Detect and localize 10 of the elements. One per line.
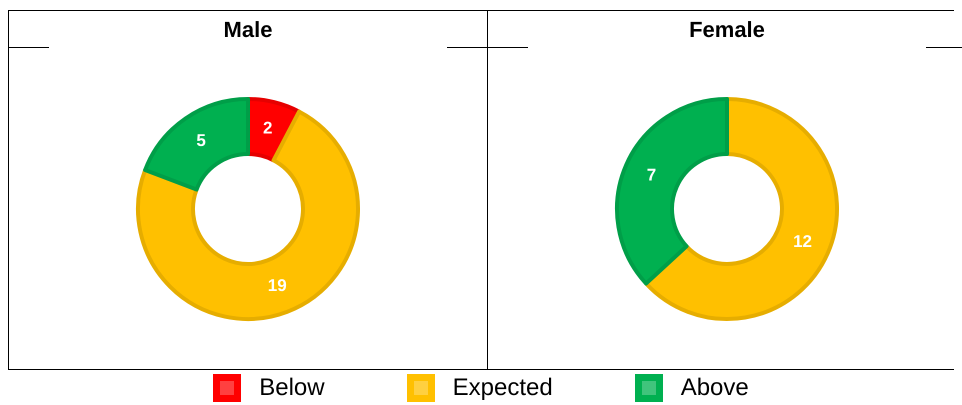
data-label: 7 xyxy=(646,166,656,185)
chart-title: Male xyxy=(222,16,274,44)
data-label: 12 xyxy=(793,232,812,251)
data-label: 2 xyxy=(263,118,272,138)
legend-label: Above xyxy=(680,374,749,402)
legend-label: Below xyxy=(259,374,325,402)
data-label: 19 xyxy=(268,276,287,295)
chart-title: Female xyxy=(688,16,766,44)
data-label: 5 xyxy=(196,130,206,150)
legend-label: Expected xyxy=(452,374,553,402)
